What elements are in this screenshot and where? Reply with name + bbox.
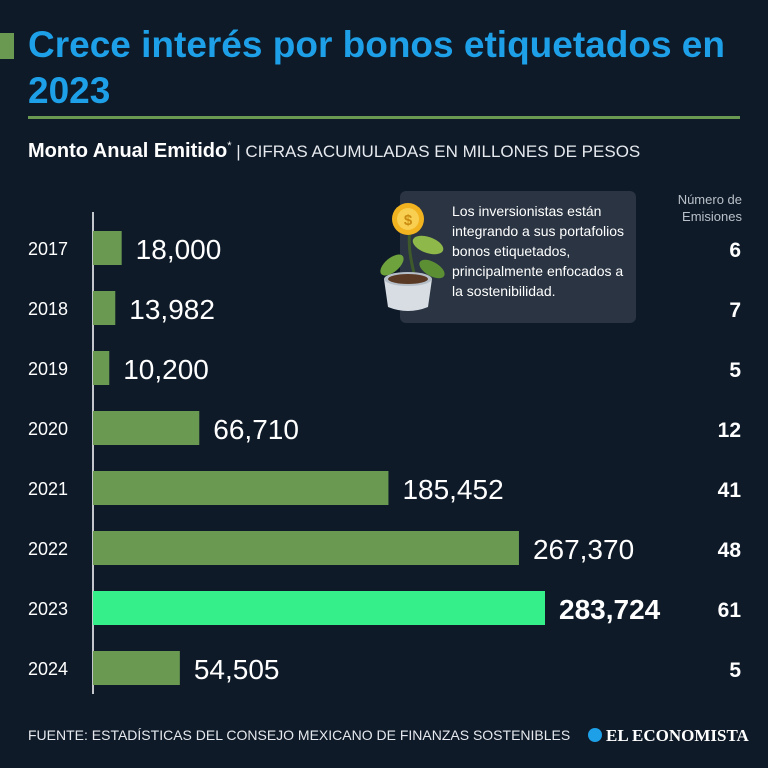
subtitle-units: | CIFRAS ACUMULADAS EN MILLONES DE PESOS [231, 142, 641, 161]
year-label-2017: 2017 [28, 239, 68, 259]
emissions-count-2024: 5 [729, 659, 741, 682]
year-label-2022: 2022 [28, 539, 68, 559]
callout-text: Los inversionistas están integrando a su… [452, 203, 624, 299]
year-label-2023: 2023 [28, 599, 68, 619]
bar-2022 [93, 531, 519, 565]
year-label-2021: 2021 [28, 479, 68, 499]
year-label-2019: 2019 [28, 359, 68, 379]
emissions-count-2017: 6 [729, 239, 741, 262]
globe-icon [588, 728, 602, 742]
emissions-count-2019: 5 [729, 359, 741, 382]
bar-2021 [93, 471, 389, 505]
emissions-column-header: Número de Emisiones [664, 191, 742, 225]
el-economista-logo: EL ECONOMISTA [588, 726, 749, 746]
bar-2017 [93, 231, 122, 265]
bar-2023 [93, 591, 545, 625]
year-label-2024: 2024 [28, 659, 68, 679]
emissions-count-2022: 48 [718, 539, 742, 562]
logo-text: EL ECONOMISTA [606, 726, 749, 745]
emissions-header-line-2: Emisiones [682, 209, 742, 224]
title-accent-bar [0, 33, 14, 59]
value-label-2019: 10,200 [123, 354, 209, 385]
emissions-count-2018: 7 [729, 299, 741, 322]
value-label-2021: 185,452 [402, 474, 503, 505]
emissions-count-2020: 12 [718, 419, 741, 442]
subtitle-asterisk: * [227, 140, 232, 152]
emissions-header-line-1: Número de [677, 192, 742, 207]
emissions-count-2021: 41 [718, 479, 742, 502]
bar-2024 [93, 651, 180, 685]
value-label-2018: 13,982 [129, 294, 215, 325]
bar-2018 [93, 291, 116, 325]
subtitle-label: Monto Anual Emitido [28, 140, 228, 162]
title-divider [28, 116, 740, 119]
bar-2020 [93, 411, 200, 445]
emissions-count-2023: 61 [718, 599, 742, 622]
value-label-2023: 283,724 [559, 594, 661, 625]
callout-box: $ Los inversionistas están integrando a … [380, 191, 636, 323]
source-note: FUENTE: ESTADÍSTICAS DEL CONSEJO MEXICAN… [28, 727, 571, 743]
year-label-2018: 2018 [28, 299, 68, 319]
svg-text:$: $ [404, 212, 413, 229]
year-label-2020: 2020 [28, 419, 68, 439]
bar-2019 [93, 351, 110, 385]
value-label-2024: 54,505 [194, 654, 280, 685]
coin-plant-icon: $ [380, 203, 445, 311]
value-label-2020: 66,710 [213, 414, 299, 445]
value-label-2017: 18,000 [136, 234, 222, 265]
chart-title: Crece interés por bonos etiquetados en 2… [28, 24, 725, 111]
value-label-2022: 267,370 [533, 534, 634, 565]
chart-subtitle: Monto Anual Emitido* | CIFRAS ACUMULADAS… [28, 140, 640, 163]
